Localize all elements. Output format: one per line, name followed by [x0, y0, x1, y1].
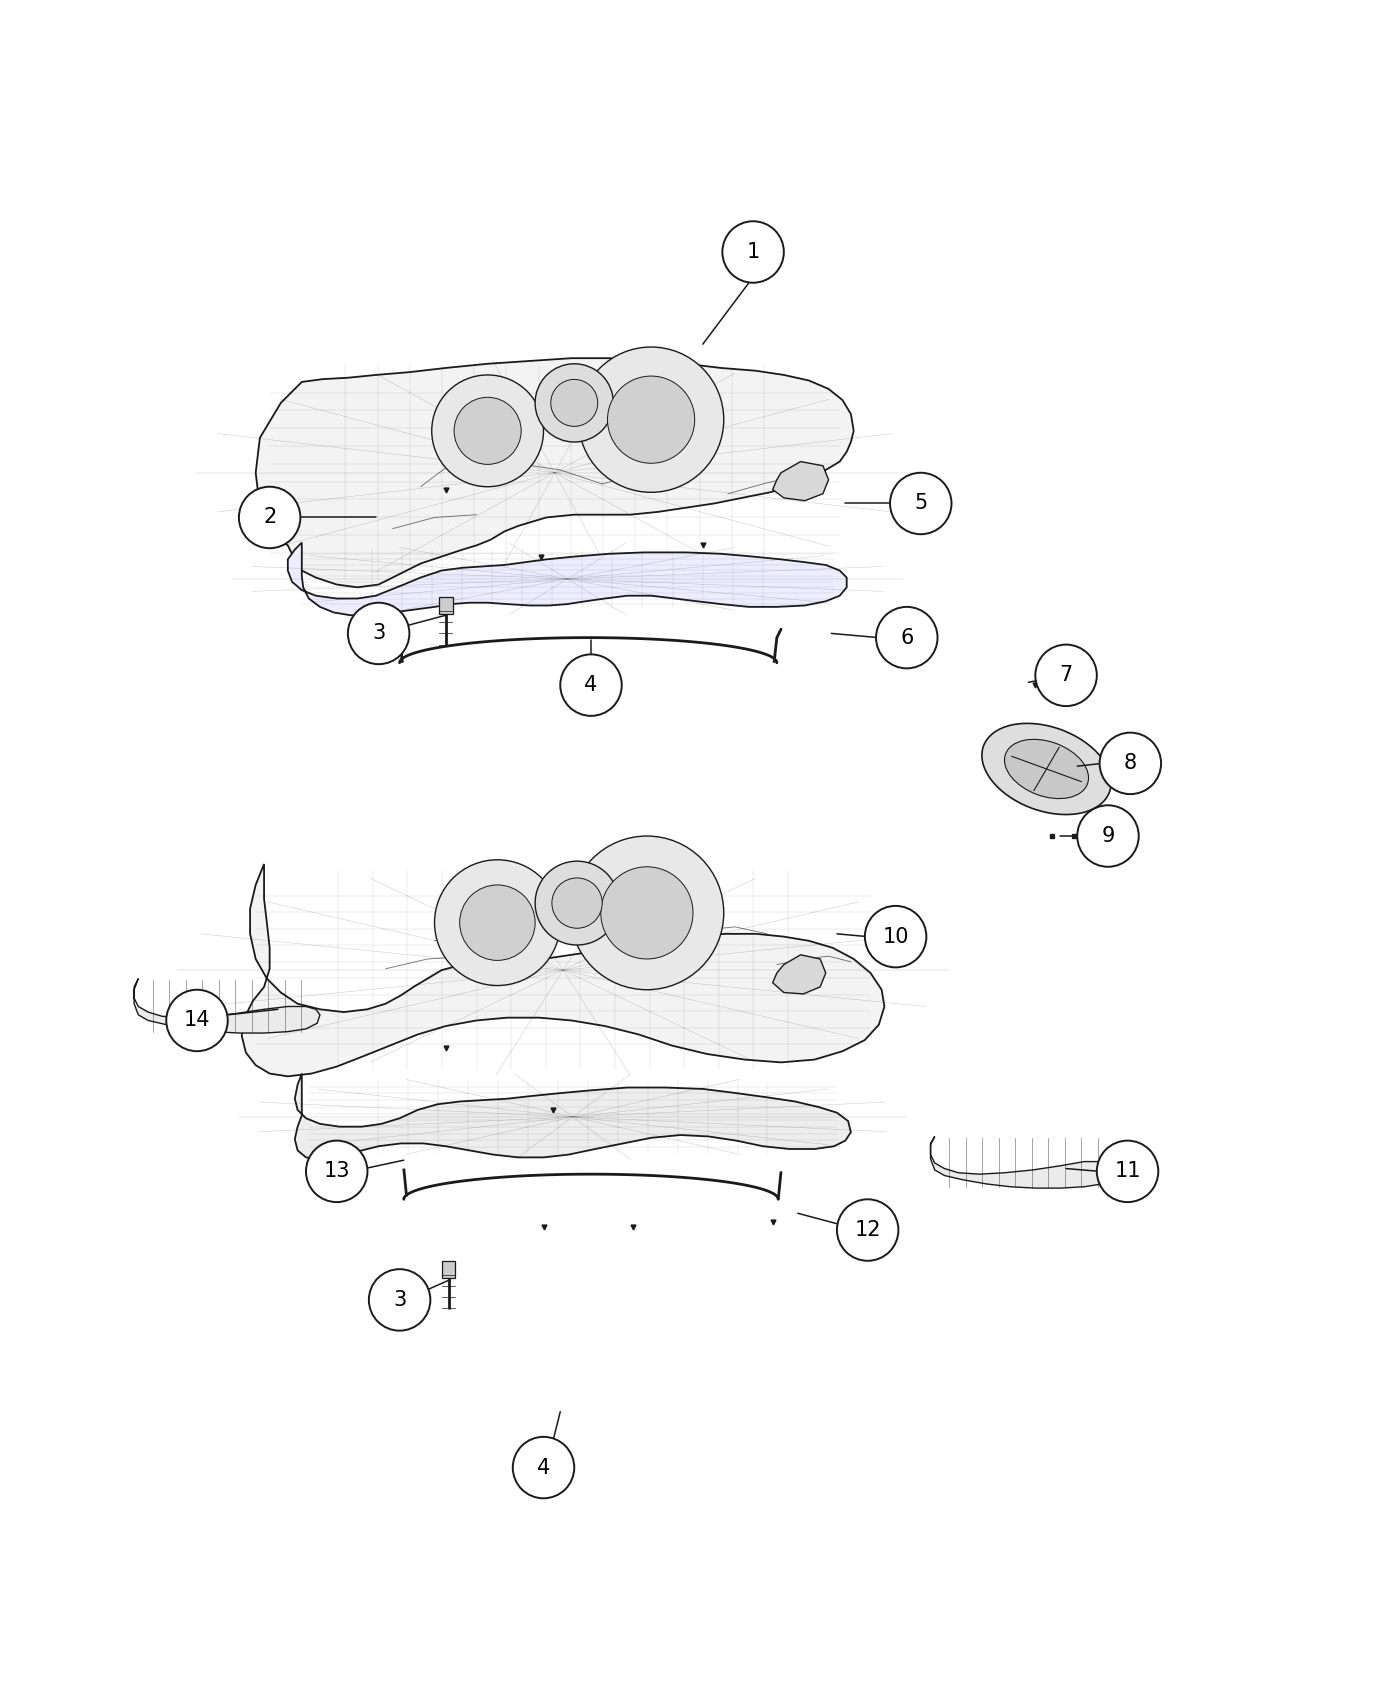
Text: 12: 12	[854, 1221, 881, 1239]
Bar	[441, 1261, 455, 1278]
Circle shape	[550, 379, 598, 427]
Circle shape	[512, 1436, 574, 1498]
Text: 10: 10	[882, 927, 909, 947]
Polygon shape	[773, 462, 829, 502]
Text: 14: 14	[183, 1010, 210, 1030]
Circle shape	[535, 862, 619, 945]
Circle shape	[454, 398, 521, 464]
Circle shape	[1096, 1141, 1158, 1202]
Circle shape	[535, 364, 613, 442]
Circle shape	[368, 1270, 430, 1331]
Ellipse shape	[981, 724, 1112, 814]
Circle shape	[552, 877, 602, 928]
Circle shape	[434, 860, 560, 986]
Text: 11: 11	[1114, 1161, 1141, 1182]
Circle shape	[608, 376, 694, 462]
Circle shape	[837, 1198, 899, 1261]
Circle shape	[167, 989, 228, 1051]
Polygon shape	[295, 1074, 851, 1159]
Circle shape	[1077, 806, 1138, 867]
Polygon shape	[931, 1136, 1116, 1188]
Circle shape	[722, 221, 784, 282]
Circle shape	[307, 1141, 367, 1202]
Circle shape	[459, 886, 535, 960]
Polygon shape	[773, 955, 826, 994]
Text: 5: 5	[914, 493, 927, 513]
Text: 13: 13	[323, 1161, 350, 1182]
Circle shape	[570, 836, 724, 989]
Text: 2: 2	[263, 508, 276, 527]
Text: 3: 3	[393, 1290, 406, 1311]
Polygon shape	[242, 864, 885, 1076]
Circle shape	[239, 486, 301, 547]
Text: 4: 4	[584, 675, 598, 695]
Text: 7: 7	[1060, 665, 1072, 685]
Polygon shape	[134, 979, 321, 1034]
Text: 9: 9	[1102, 826, 1114, 847]
Circle shape	[578, 347, 724, 493]
Circle shape	[876, 607, 938, 668]
Polygon shape	[288, 542, 847, 615]
Ellipse shape	[1005, 740, 1089, 799]
Text: 3: 3	[372, 624, 385, 643]
Circle shape	[601, 867, 693, 959]
Bar	[438, 597, 452, 614]
Text: 4: 4	[536, 1457, 550, 1477]
Circle shape	[890, 473, 952, 534]
Circle shape	[1099, 733, 1161, 794]
Polygon shape	[256, 359, 854, 586]
Circle shape	[865, 906, 927, 967]
Circle shape	[1036, 644, 1096, 705]
Text: 1: 1	[746, 241, 760, 262]
Circle shape	[431, 376, 543, 486]
Text: 6: 6	[900, 627, 913, 648]
Circle shape	[560, 654, 622, 716]
Text: 8: 8	[1124, 753, 1137, 774]
Circle shape	[349, 604, 409, 665]
